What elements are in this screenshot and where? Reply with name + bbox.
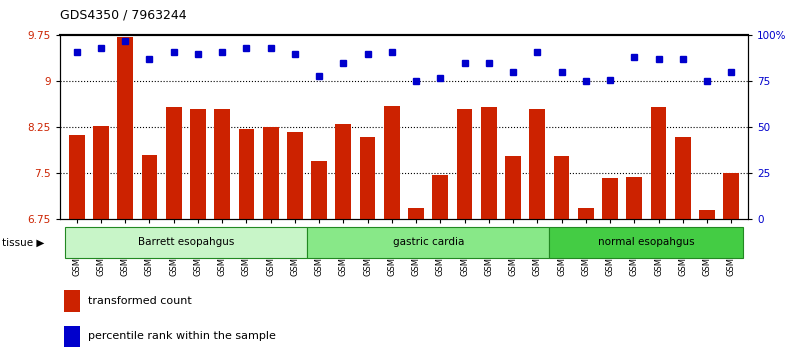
Text: Barrett esopahgus: Barrett esopahgus xyxy=(138,238,234,247)
Bar xyxy=(457,109,473,219)
Bar xyxy=(529,109,545,219)
Bar xyxy=(311,161,327,219)
Bar xyxy=(335,124,351,219)
Bar xyxy=(263,127,279,219)
Bar xyxy=(481,107,497,219)
Bar xyxy=(554,156,569,219)
Text: gastric cardia: gastric cardia xyxy=(392,238,464,247)
Bar xyxy=(166,107,181,219)
Bar xyxy=(432,175,448,219)
Text: percentile rank within the sample: percentile rank within the sample xyxy=(88,331,275,341)
Bar xyxy=(64,326,80,347)
Bar xyxy=(64,290,80,312)
Bar xyxy=(287,132,302,219)
Bar xyxy=(724,173,739,219)
Bar xyxy=(602,178,618,219)
Bar xyxy=(699,210,715,219)
Text: transformed count: transformed count xyxy=(88,296,191,306)
Text: normal esopahgus: normal esopahgus xyxy=(598,238,695,247)
FancyBboxPatch shape xyxy=(64,227,307,258)
Bar xyxy=(190,109,206,219)
Text: tissue ▶: tissue ▶ xyxy=(2,238,44,247)
Bar xyxy=(650,107,666,219)
Bar xyxy=(578,209,594,219)
Bar xyxy=(214,109,230,219)
Bar xyxy=(384,106,400,219)
Bar xyxy=(505,156,521,219)
Bar xyxy=(93,126,109,219)
Bar xyxy=(239,129,254,219)
Bar xyxy=(360,137,376,219)
Bar xyxy=(408,209,424,219)
Text: GDS4350 / 7963244: GDS4350 / 7963244 xyxy=(60,9,186,22)
Bar xyxy=(117,37,133,219)
Bar xyxy=(142,155,158,219)
FancyBboxPatch shape xyxy=(307,227,549,258)
Bar xyxy=(675,137,691,219)
FancyBboxPatch shape xyxy=(549,227,743,258)
Bar xyxy=(626,177,642,219)
Bar xyxy=(68,136,84,219)
